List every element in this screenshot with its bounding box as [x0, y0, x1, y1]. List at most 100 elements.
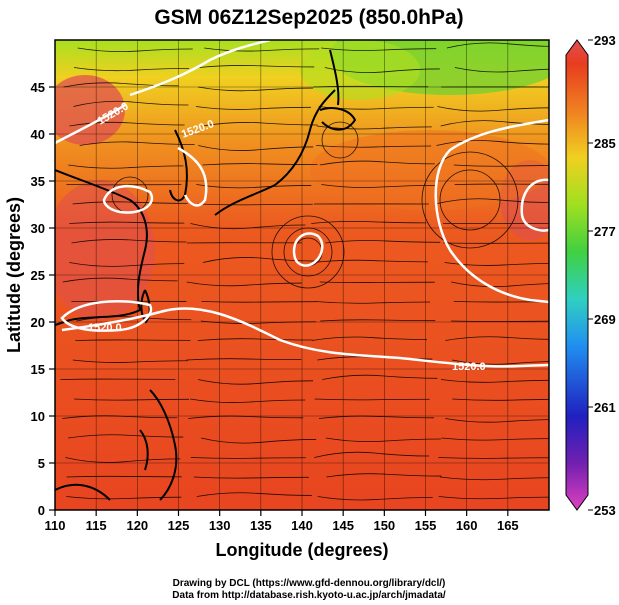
- contour-1520-east-inner: [520, 178, 549, 232]
- x-axis-ticks: 110 115 120 125 130 135 140 145 150 155 160 165: [45, 510, 519, 533]
- x-tick-label: 135: [250, 518, 272, 533]
- streamline: [321, 184, 437, 188]
- cool-region-north2: [300, 40, 420, 100]
- x-axis-label: Longitude (degrees): [215, 540, 388, 560]
- x-tick-label: 165: [497, 518, 519, 533]
- streamline: [75, 339, 191, 341]
- streamline: [66, 496, 182, 500]
- y-axis-label: Latitude (degrees): [4, 197, 24, 353]
- streamline: [202, 122, 318, 127]
- streamline: [68, 164, 184, 169]
- streamline: [322, 374, 438, 380]
- colorbar-tick-label: 261: [594, 400, 616, 415]
- contour-1520-north: [55, 40, 271, 145]
- y-tick-label: 35: [31, 174, 45, 189]
- streamline: [435, 198, 549, 205]
- streamline: [445, 336, 549, 341]
- streamline: [71, 239, 187, 244]
- streamline: [197, 379, 314, 385]
- streamline: [317, 496, 433, 501]
- contour-1520-loop: [102, 184, 154, 214]
- streamline: [195, 106, 311, 110]
- x-tick-label: 150: [373, 518, 395, 533]
- streamline: [69, 262, 185, 267]
- y-tick-label: 5: [38, 456, 45, 471]
- warm-region-west: [55, 75, 125, 145]
- y-tick-label: 0: [38, 503, 45, 518]
- streamline: [204, 47, 320, 52]
- streamline: [68, 434, 184, 439]
- streamline: [320, 319, 436, 322]
- streamline: [314, 301, 431, 304]
- contour-1520-south: [61, 307, 549, 368]
- streamline: [77, 47, 193, 53]
- streamline: [314, 451, 430, 458]
- coastline-sakhalin: [329, 49, 340, 106]
- streamline: [74, 67, 190, 72]
- x-tick-label: 130: [209, 518, 231, 533]
- streamline: [198, 145, 314, 151]
- streamline: [324, 67, 440, 74]
- streamline: [196, 184, 312, 189]
- streamline: [198, 86, 314, 92]
- colorbar-ticks: 253 261 269 277 285 293: [588, 33, 616, 518]
- coastline-korea: [169, 129, 188, 202]
- streamline: [202, 163, 318, 166]
- contour-1520-vortex: [292, 232, 324, 267]
- contour-label-se: 1520.0: [452, 361, 486, 373]
- streamline: [199, 65, 315, 68]
- streamline: [72, 201, 188, 205]
- colorbar-bar: [565, 39, 589, 511]
- streamline: [326, 473, 442, 478]
- streamline: [440, 120, 549, 127]
- y-tick-label: 25: [31, 268, 45, 283]
- y-axis-ticks: 0 5 10 15 20 25 30 35 40 45: [31, 80, 55, 518]
- streamline: [197, 338, 313, 341]
- coastline-philippines: [139, 389, 178, 501]
- x-tick-label: 120: [126, 518, 148, 533]
- streamline: [452, 359, 549, 365]
- y-tick-label: 40: [31, 127, 45, 142]
- streamline: [69, 221, 185, 224]
- streamline: [69, 121, 185, 127]
- streamline: [454, 67, 549, 73]
- streamline: [316, 145, 432, 148]
- contour-1520-sw-loop: [60, 300, 153, 332]
- streamline: [311, 336, 428, 341]
- x-tick-label: 140: [291, 518, 313, 533]
- streamline: [318, 415, 434, 419]
- streamline: [66, 475, 182, 478]
- colorbar-tick-label: 277: [594, 224, 616, 239]
- streamline: [73, 100, 189, 107]
- streamline-vortex: [321, 121, 359, 159]
- streamline: [62, 277, 178, 283]
- streamline: [321, 47, 437, 51]
- x-tick-label: 145: [332, 518, 354, 533]
- streamline: [440, 379, 549, 383]
- streamline: [453, 164, 549, 167]
- streamline: [438, 457, 549, 459]
- streamline-vortex: [439, 169, 501, 231]
- streamline: [446, 42, 549, 49]
- colorbar: 253 261 269 277 285 293: [565, 33, 616, 518]
- streamline: [79, 141, 195, 146]
- streamline: [201, 301, 317, 303]
- streamline-vortex: [271, 215, 345, 289]
- colorbar-tick-label: 293: [594, 33, 616, 48]
- streamline: [437, 106, 549, 112]
- credit-data: Data from http://database.rish.kyoto-u.a…: [172, 590, 446, 601]
- streamline: [319, 281, 435, 283]
- streamline: [186, 358, 302, 361]
- streamline-vortex: [421, 151, 519, 249]
- plot-area: 1520.0 1520.0 1520.0 1520.0: [55, 40, 549, 510]
- streamline: [190, 398, 306, 403]
- streamline: [197, 203, 313, 206]
- contour-label-sw: 1520.0: [88, 322, 122, 334]
- streamline: [190, 457, 306, 459]
- streamline: [318, 106, 434, 110]
- colorbar-tick-label: 269: [594, 312, 616, 327]
- streamline: [188, 415, 304, 419]
- mid-region: [310, 130, 549, 210]
- x-tick-label: 125: [168, 518, 190, 533]
